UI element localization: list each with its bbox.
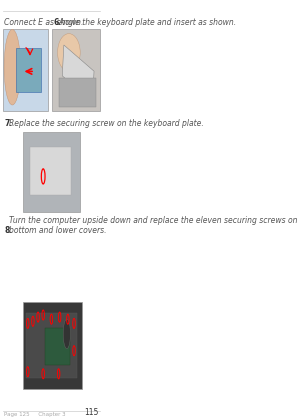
FancyBboxPatch shape bbox=[22, 302, 82, 388]
FancyBboxPatch shape bbox=[58, 78, 96, 107]
FancyBboxPatch shape bbox=[3, 29, 48, 111]
Ellipse shape bbox=[4, 29, 21, 105]
Text: Turn the computer upside down and replace the eleven securing screws on the bott: Turn the computer upside down and replac… bbox=[9, 216, 300, 235]
FancyBboxPatch shape bbox=[16, 48, 41, 92]
FancyBboxPatch shape bbox=[26, 313, 77, 378]
Ellipse shape bbox=[58, 34, 80, 71]
Text: 115: 115 bbox=[84, 408, 99, 417]
Text: Replace the securing screw on the keyboard plate.: Replace the securing screw on the keyboa… bbox=[9, 119, 204, 128]
FancyBboxPatch shape bbox=[52, 29, 100, 111]
FancyBboxPatch shape bbox=[22, 132, 80, 212]
Text: Page 125     Chapter 3: Page 125 Chapter 3 bbox=[4, 412, 66, 417]
Text: 8.: 8. bbox=[4, 226, 12, 235]
Polygon shape bbox=[62, 45, 94, 102]
Text: Connect E as shown.: Connect E as shown. bbox=[4, 18, 83, 27]
Text: 6.: 6. bbox=[53, 18, 62, 27]
Circle shape bbox=[63, 319, 70, 349]
FancyBboxPatch shape bbox=[45, 328, 70, 365]
Text: Angle the keyboard plate and insert as shown.: Angle the keyboard plate and insert as s… bbox=[58, 18, 237, 27]
Text: 7.: 7. bbox=[4, 119, 12, 128]
FancyBboxPatch shape bbox=[30, 147, 71, 195]
